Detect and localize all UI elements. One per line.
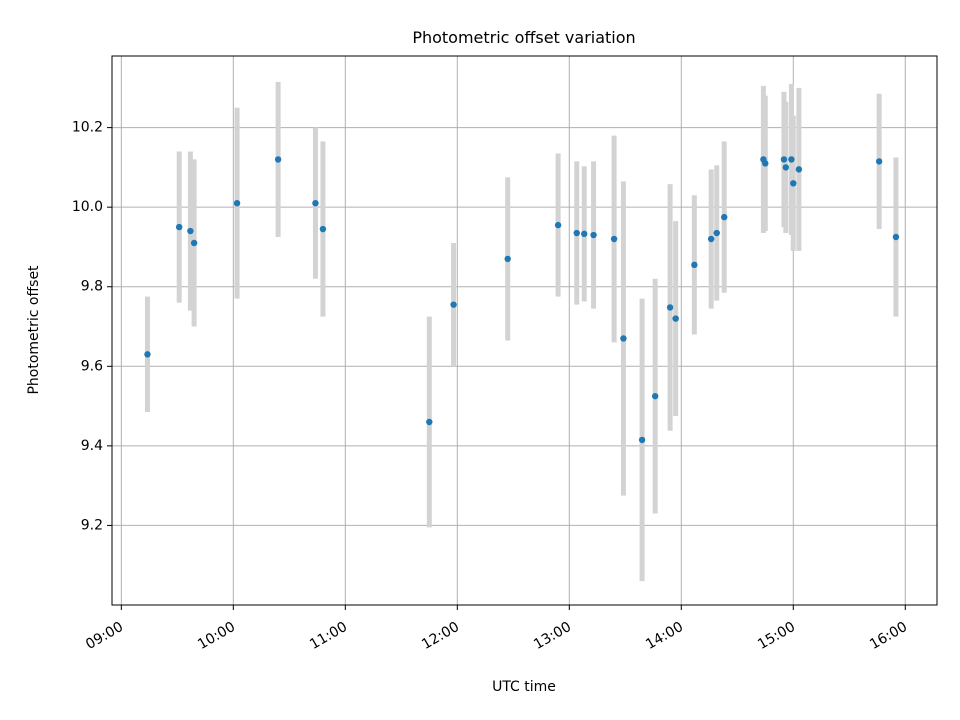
data-point xyxy=(721,213,728,221)
data-point xyxy=(175,223,183,231)
data-point xyxy=(426,418,433,426)
data-point xyxy=(610,235,618,243)
y-tick-label: 10.0 xyxy=(72,199,103,215)
y-axis-ticks: 9.2 9.4 9.6 9.8 10.0 10.2 xyxy=(72,120,112,533)
data-point xyxy=(638,436,646,444)
data-point xyxy=(713,229,720,237)
data-point xyxy=(707,235,715,243)
data-point xyxy=(875,158,883,165)
data-point xyxy=(190,239,198,247)
y-axis-label: Photometric offset xyxy=(26,265,42,395)
data-points xyxy=(144,156,900,444)
data-point xyxy=(795,166,803,173)
y-tick-label: 10.2 xyxy=(72,120,103,136)
data-point xyxy=(573,229,580,237)
data-point xyxy=(782,164,790,171)
data-point xyxy=(691,261,698,269)
data-point xyxy=(788,156,795,163)
data-point xyxy=(504,255,511,263)
data-point xyxy=(581,230,588,238)
data-point xyxy=(892,233,900,241)
chart-title: Photometric offset variation xyxy=(412,28,635,47)
data-point xyxy=(590,231,597,239)
data-point xyxy=(187,227,194,235)
data-point xyxy=(554,221,562,229)
data-point xyxy=(651,392,659,400)
data-point xyxy=(312,199,319,207)
data-point xyxy=(319,225,327,233)
y-tick-label: 9.2 xyxy=(81,517,103,533)
plot-area-frame xyxy=(111,55,938,606)
y-tick-label: 9.6 xyxy=(81,358,103,374)
data-point xyxy=(672,315,679,322)
data-point xyxy=(780,156,788,163)
y-tick-label: 9.8 xyxy=(81,279,103,295)
data-point xyxy=(620,335,627,342)
data-point xyxy=(450,301,457,308)
data-point xyxy=(762,160,769,167)
data-point xyxy=(790,180,797,187)
data-point xyxy=(274,156,282,163)
x-axis-label: UTC time xyxy=(492,679,556,695)
data-point xyxy=(666,304,674,311)
y-tick-label: 9.4 xyxy=(81,438,103,454)
data-point xyxy=(144,351,151,358)
data-point xyxy=(233,199,241,207)
